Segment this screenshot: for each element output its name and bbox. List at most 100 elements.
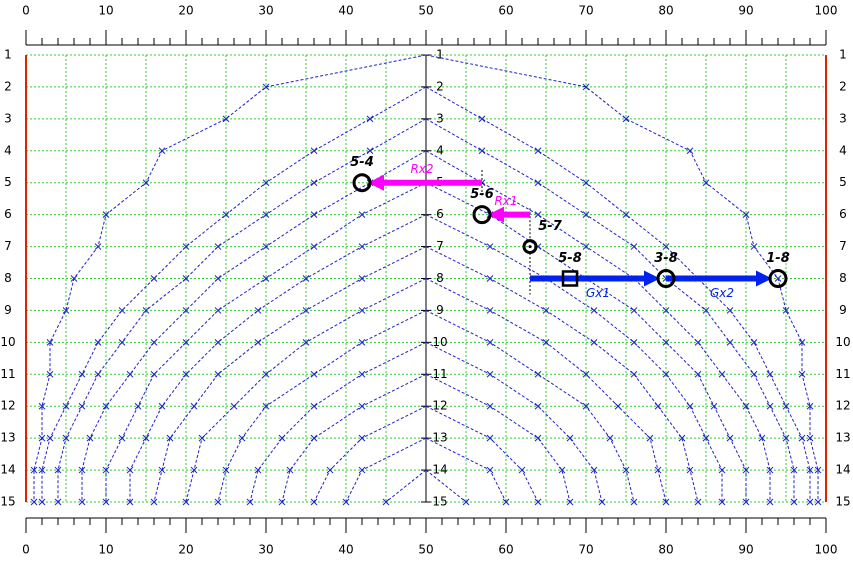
point-marker — [352, 173, 372, 193]
cross-marker — [654, 402, 662, 410]
cross-marker — [238, 434, 246, 442]
cross-marker — [726, 434, 734, 442]
cross-marker — [774, 275, 782, 282]
cross-marker — [278, 434, 286, 442]
cross-marker — [750, 243, 758, 250]
cross-marker — [246, 498, 254, 506]
cross-marker — [302, 307, 310, 314]
y-tick-label: 11 — [432, 367, 447, 381]
cross-marker — [358, 275, 366, 282]
cross-marker — [94, 370, 102, 378]
cross-marker — [254, 307, 262, 314]
cross-marker — [702, 434, 710, 442]
cross-marker — [310, 434, 318, 442]
point-label: 5-6 — [470, 187, 494, 202]
cross-marker — [102, 402, 110, 410]
y-tick-label: 12 — [432, 399, 447, 413]
cross-marker — [134, 402, 142, 410]
x-tick-label: 30 — [258, 543, 273, 557]
arrow-label: Rx2 — [410, 162, 433, 176]
cross-marker — [742, 498, 750, 506]
cross-marker — [766, 402, 774, 410]
cross-marker — [222, 115, 230, 123]
arrow-label: Gx1 — [586, 286, 610, 300]
cross-marker — [766, 498, 774, 506]
cross-marker — [262, 402, 270, 410]
cross-marker — [150, 275, 158, 282]
cross-marker — [582, 243, 590, 250]
cross-marker — [38, 498, 46, 506]
arrow-head — [368, 174, 384, 191]
cross-marker — [718, 466, 726, 474]
cross-marker — [614, 402, 622, 410]
cross-marker — [254, 339, 262, 346]
cross-marker — [182, 339, 190, 346]
arrow-label: Gx2 — [710, 286, 734, 300]
cross-marker — [182, 307, 190, 314]
point-label: 5-7 — [538, 219, 562, 234]
cross-marker — [742, 211, 750, 218]
cross-marker — [726, 339, 734, 346]
cross-marker — [126, 466, 134, 474]
cross-marker — [486, 275, 494, 282]
y-tick-label: 14 — [432, 463, 447, 477]
cross-marker — [702, 307, 710, 314]
cross-marker — [150, 370, 158, 378]
cross-marker — [486, 402, 494, 410]
fan-curve — [41, 86, 427, 502]
cross-marker — [694, 370, 702, 378]
cross-marker — [214, 498, 222, 506]
x-tick-label: 80 — [658, 4, 673, 18]
cross-marker — [486, 339, 494, 346]
cross-marker — [534, 179, 542, 187]
cross-marker — [62, 434, 70, 442]
point-marker — [656, 269, 676, 288]
cross-marker — [790, 466, 798, 474]
cross-marker — [750, 370, 758, 378]
point-marker — [472, 205, 492, 225]
cross-marker — [806, 434, 814, 442]
y-tick-label: 9 — [436, 303, 444, 317]
cross-marker — [126, 370, 134, 378]
y-tick-label: 6 — [4, 207, 12, 221]
x-tick-label: 80 — [658, 543, 673, 557]
cross-marker — [518, 466, 526, 474]
cross-marker — [222, 211, 230, 218]
cross-marker — [222, 466, 230, 474]
x-tick-label: 60 — [498, 543, 513, 557]
fan-curve — [81, 150, 427, 502]
cross-marker — [182, 275, 190, 282]
cross-marker — [214, 370, 222, 378]
cross-marker — [142, 307, 150, 314]
cross-marker — [150, 339, 158, 346]
cross-marker — [686, 147, 694, 155]
cross-marker — [686, 402, 694, 410]
cross-marker — [742, 402, 750, 410]
cross-marker — [662, 243, 670, 250]
cross-marker — [486, 466, 494, 474]
fan-curve — [129, 214, 427, 502]
cross-marker — [126, 498, 134, 506]
y-tick-label: 15 — [0, 495, 15, 509]
y-tick-label: 12 — [835, 399, 850, 413]
fan-curve — [425, 86, 811, 502]
y-tick-label: 14 — [835, 463, 850, 477]
y-tick-label: 14 — [0, 463, 15, 477]
cross-marker — [214, 339, 222, 346]
cross-marker — [310, 243, 318, 250]
cross-marker — [326, 466, 334, 474]
y-tick-label: 13 — [432, 431, 447, 445]
y-tick-label: 1 — [4, 48, 12, 62]
fan-curve — [425, 373, 571, 503]
x-tick-label: 0 — [22, 4, 30, 18]
cross-marker — [630, 498, 638, 506]
cross-marker — [358, 466, 366, 474]
cross-marker — [382, 498, 390, 506]
cross-marker — [166, 434, 174, 442]
y-tick-label: 15 — [835, 495, 850, 509]
cross-marker — [566, 498, 574, 506]
cross-marker — [582, 402, 590, 410]
cross-marker — [78, 370, 86, 378]
cross-marker — [534, 211, 542, 218]
y-tick-label: 4 — [436, 143, 444, 157]
